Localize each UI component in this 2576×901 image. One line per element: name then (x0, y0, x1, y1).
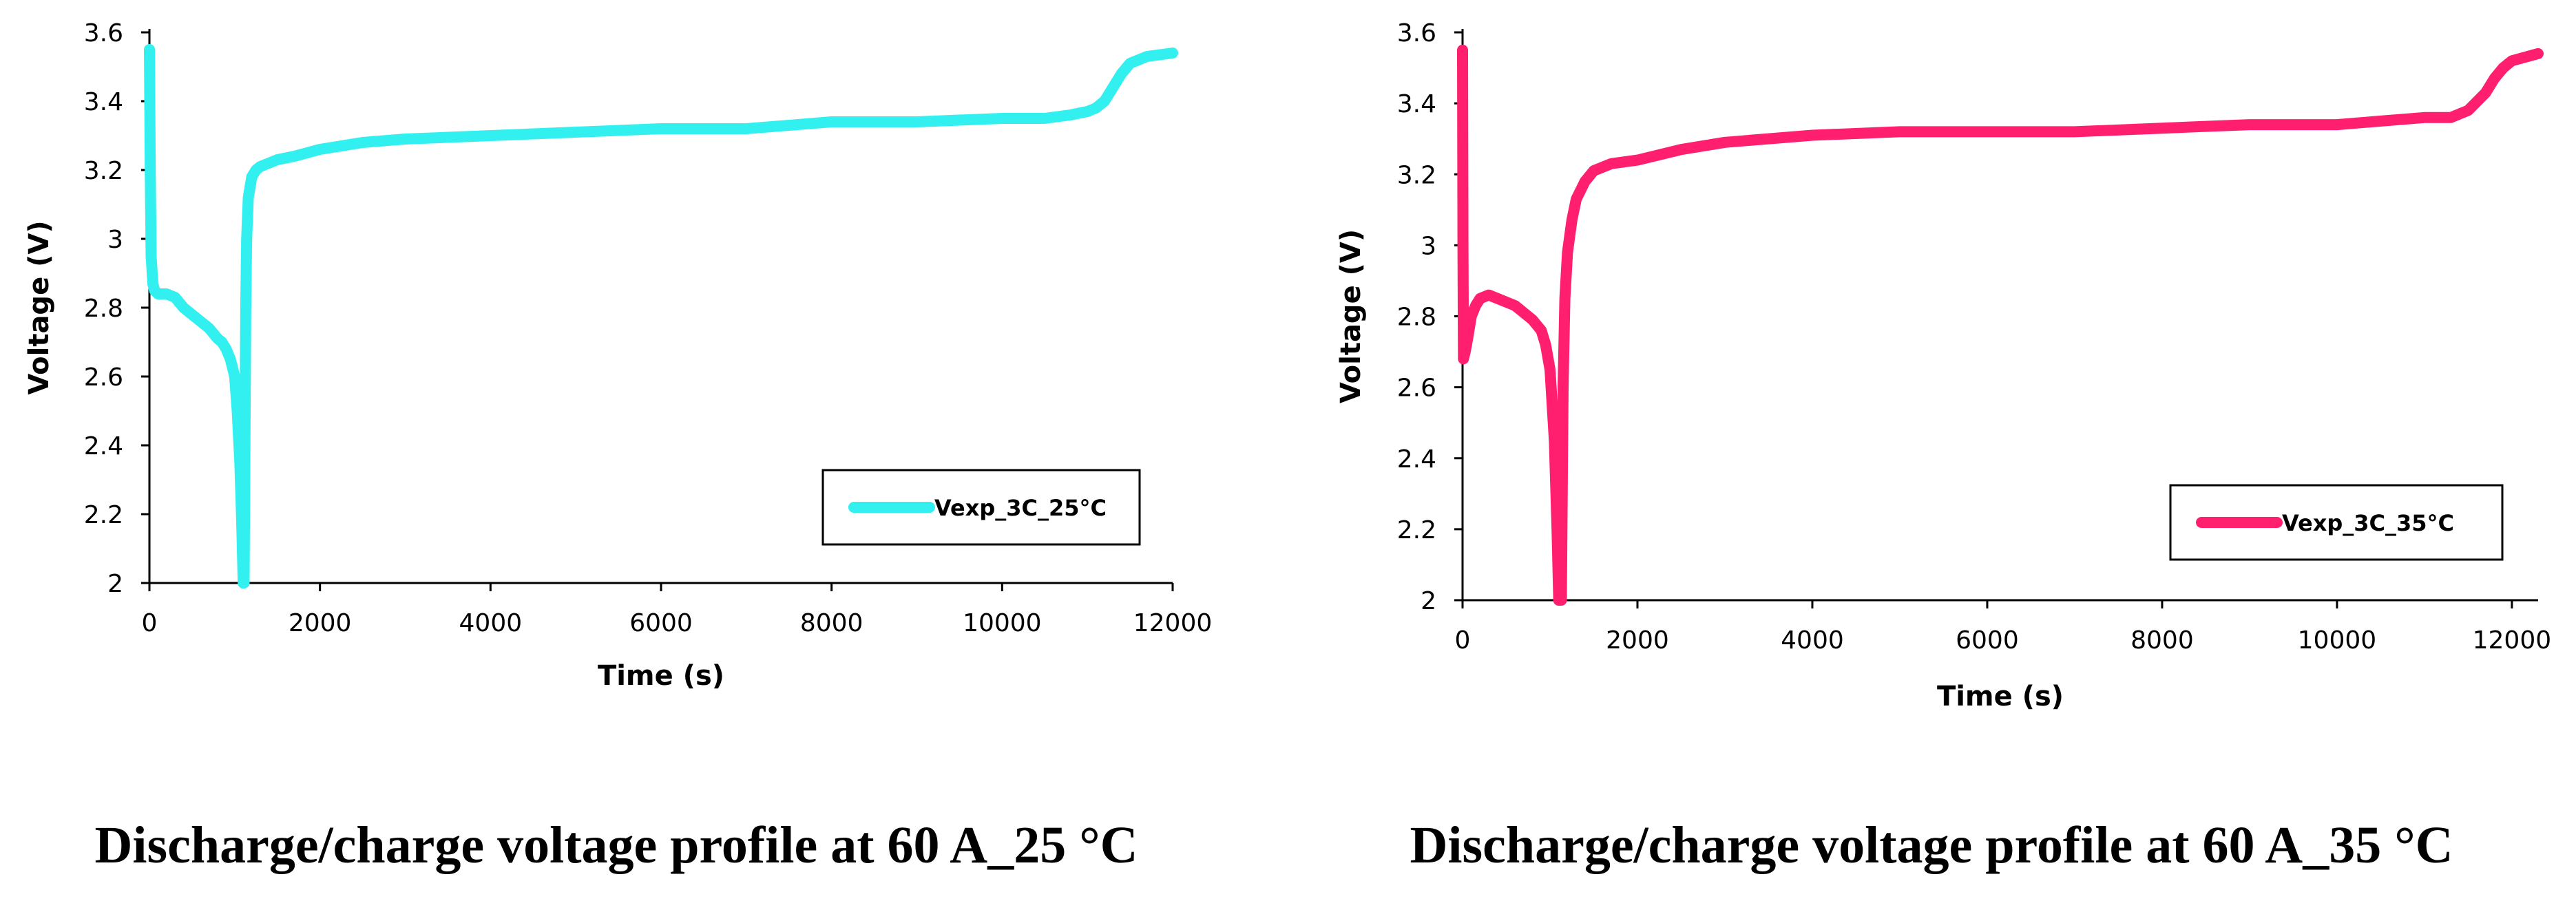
series-line (144, 44, 1178, 589)
y-tick-label: 3.2 (1397, 161, 1436, 189)
y-tick-label: 3.6 (1397, 19, 1436, 47)
y-tick-label: 2.8 (1397, 304, 1436, 332)
x-tick-label: 0 (1455, 626, 1471, 655)
y-tick-label: 2.4 (1397, 445, 1436, 474)
x-tick-label: 2000 (1606, 626, 1669, 655)
chart-35c: 2 2.2 2.4 2.6 2.8 3 3.2 3.4 3.6 0 2000 4000 6000 8000… (1335, 19, 2552, 874)
y-tick-label: 3 (107, 226, 123, 254)
x-axis-title: Time (s) (598, 660, 724, 692)
y-tick-label: 2.6 (84, 363, 123, 392)
y-tick-label: 2 (107, 570, 123, 598)
y-tick-label: 2.4 (84, 432, 123, 460)
figure-caption: Discharge/charge voltage profile at 60 A… (1410, 816, 2453, 874)
y-axis-title: Voltage (V) (1335, 229, 1367, 403)
x-tick-label: 4000 (1781, 626, 1844, 655)
series-line (1457, 44, 2544, 606)
x-tick-label: 6000 (629, 609, 693, 637)
legend-label: Vexp_3C_25°C (934, 495, 1107, 521)
x-tick-label: 8000 (800, 609, 863, 637)
y-tick-label: 2.2 (84, 501, 123, 529)
chart-25c: 2 2.2 2.4 2.6 2.8 3 3.2 3.4 3.6 0 2000 4000 6000 8000… (23, 19, 1213, 874)
legend-label: Vexp_3C_35°C (2282, 510, 2454, 536)
x-tick-label: 10000 (963, 609, 1042, 637)
x-tick-label: 6000 (1956, 626, 2019, 655)
x-axis-title: Time (s) (1937, 681, 2064, 712)
x-tick-label: 4000 (459, 609, 523, 637)
y-tick-label: 3.2 (84, 157, 123, 185)
y-tick-label: 3 (1421, 232, 1436, 260)
y-tick-label: 2 (1421, 587, 1436, 615)
y-tick-label: 3.6 (84, 19, 123, 47)
y-tick-label: 2.8 (84, 295, 123, 323)
x-tick-label: 12000 (2473, 626, 2552, 655)
y-tick-label: 3.4 (84, 88, 123, 116)
y-axis-title: Voltage (V) (23, 220, 55, 394)
figure-caption: Discharge/charge voltage profile at 60 A… (95, 816, 1138, 874)
x-tick-label: 2000 (289, 609, 352, 637)
y-tick-label: 2.2 (1397, 516, 1436, 544)
x-tick-label: 12000 (1133, 609, 1213, 637)
x-tick-label: 8000 (2130, 626, 2194, 655)
x-tick-label: 0 (142, 609, 158, 637)
y-tick-label: 2.6 (1397, 374, 1436, 403)
x-tick-label: 10000 (2298, 626, 2377, 655)
y-tick-label: 3.4 (1397, 90, 1436, 118)
